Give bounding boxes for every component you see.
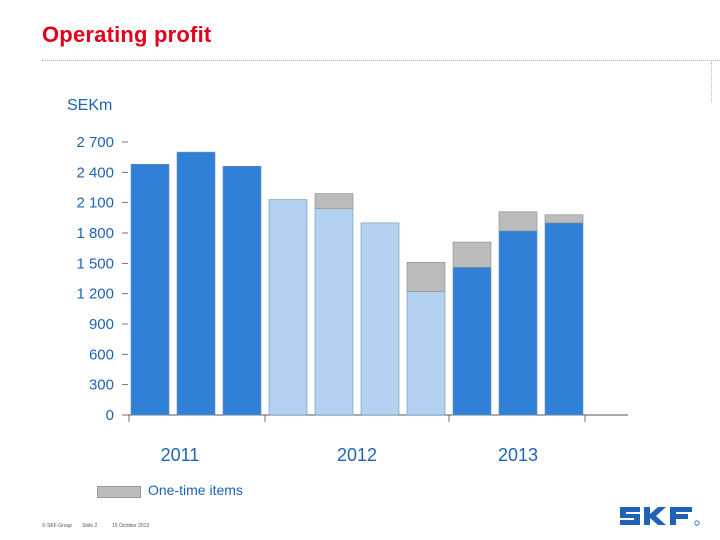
bar-2013-2 <box>498 230 538 416</box>
bar-2012-4 <box>406 291 446 416</box>
skf-logo-icon <box>620 507 700 526</box>
one-time-segment-2012-2 <box>314 193 354 210</box>
y-tick-label: 300 <box>89 377 114 394</box>
y-tick-label: 600 <box>89 346 114 363</box>
edge-divider <box>711 62 712 102</box>
y-tick-label: 1 500 <box>76 255 114 272</box>
year-label-2011: 2011 <box>161 445 200 465</box>
bar-2012-1 <box>268 199 308 416</box>
y-tick-label: 2 100 <box>76 195 114 212</box>
y-tick-label: 0 <box>106 407 114 424</box>
footer-date: 15 October 2013 <box>112 523 150 529</box>
y-tick-label: 2 400 <box>76 164 114 181</box>
one-time-segment-2013-2 <box>498 211 538 232</box>
one-time-segment-2013-1 <box>452 241 492 268</box>
bar-2011-1 <box>130 163 170 416</box>
bar-2012-2 <box>314 208 354 416</box>
bar-2011-3 <box>222 165 262 416</box>
legend-label-one-time-items: One-time items <box>148 482 243 498</box>
y-tick-label: 900 <box>89 316 114 333</box>
one-time-segment-2012-4 <box>406 262 446 292</box>
y-tick-label: 1 800 <box>76 225 114 242</box>
bar-2011-2 <box>176 151 216 416</box>
y-tick-label: 2 700 <box>76 134 114 151</box>
year-label-2013: 2013 <box>498 445 538 465</box>
y-tick-label: 1 200 <box>76 286 114 303</box>
slide-title: Operating profit <box>42 22 212 47</box>
footer-copyright: © SKF Group <box>42 523 73 529</box>
y-axis-unit-label: SEKm <box>67 97 113 114</box>
title-divider <box>42 60 720 61</box>
bar-2013-3 <box>544 222 584 416</box>
legend-swatch-one-time-items <box>97 486 141 498</box>
bar-2013-1 <box>452 267 492 416</box>
bar-2012-3 <box>360 222 400 416</box>
one-time-segment-2013-3 <box>544 214 584 224</box>
year-label-2012: 2012 <box>337 445 377 465</box>
footer-slide-number: Slide 2 <box>82 523 98 529</box>
